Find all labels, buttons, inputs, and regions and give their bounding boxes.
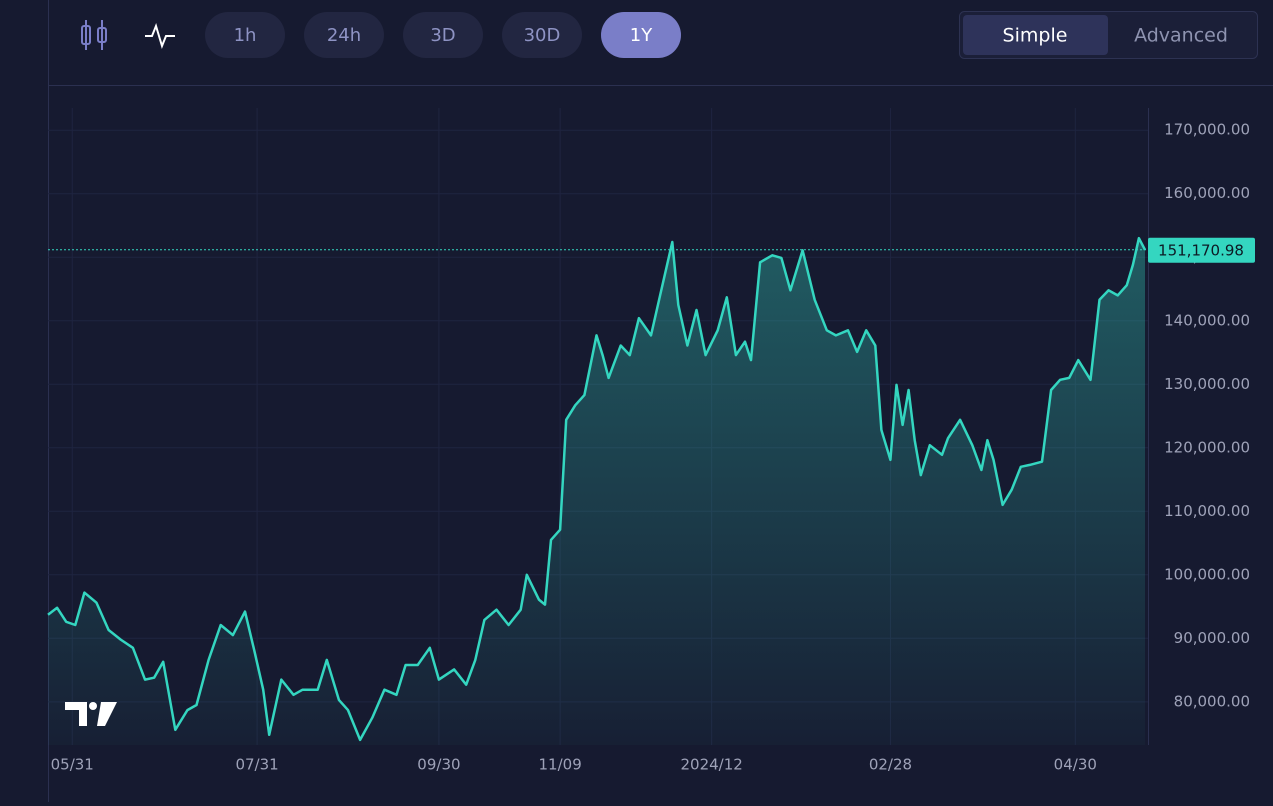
range-label[interactable]: 30D — [524, 25, 561, 46]
x-tick-label: 09/30 — [417, 756, 460, 774]
range-button-active[interactable] — [601, 12, 681, 58]
price-line — [47, 236, 1147, 742]
x-tick-label: 11/09 — [539, 756, 582, 774]
range-button[interactable] — [403, 12, 483, 58]
plot — [47, 236, 1147, 745]
y-tick-label: 130,000.00 — [1164, 375, 1250, 393]
y-tick-label: 100,000.00 — [1164, 565, 1250, 583]
range-label[interactable]: 1Y — [630, 25, 653, 46]
range-label[interactable]: 3D — [430, 25, 455, 46]
range-button[interactable] — [502, 12, 582, 58]
mode-active[interactable] — [963, 15, 1108, 55]
y-tick-label: 90,000.00 — [1174, 629, 1250, 647]
last-price-label: 151,170.98 — [1158, 241, 1244, 259]
range-label[interactable]: 24h — [327, 25, 361, 46]
candle-icon[interactable] — [81, 20, 107, 50]
mode-simple[interactable]: Simple — [1003, 25, 1068, 47]
last-price-tag — [1148, 237, 1255, 263]
y-tick-label: 110,000.00 — [1164, 502, 1250, 520]
line-icon[interactable] — [145, 22, 175, 50]
x-tick-label: 2024/12 — [680, 756, 742, 774]
y-tick-label: 80,000.00 — [1174, 692, 1250, 710]
range-label[interactable]: 1h — [234, 25, 257, 46]
range-button[interactable] — [205, 12, 285, 58]
mode-advanced[interactable]: Advanced — [1134, 25, 1228, 47]
y-tick-label: 160,000.00 — [1164, 184, 1250, 202]
x-tick-label: 07/31 — [235, 756, 278, 774]
x-tick-label: 05/31 — [51, 756, 94, 774]
y-tick-label: 120,000.00 — [1164, 438, 1250, 456]
y-tick-label: 140,000.00 — [1164, 311, 1250, 329]
y-tick-label: 170,000.00 — [1164, 121, 1250, 139]
area — [48, 238, 1145, 745]
range-button[interactable] — [304, 12, 384, 58]
x-tick-label: 02/28 — [869, 756, 912, 774]
tradingview-logo — [65, 702, 117, 726]
x-tick-label: 04/30 — [1054, 756, 1097, 774]
